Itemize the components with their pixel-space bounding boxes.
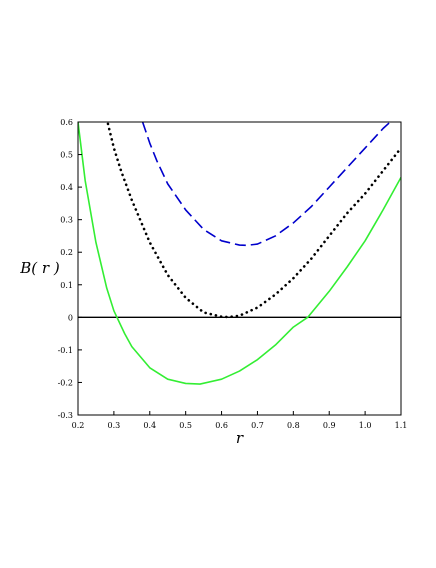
plot-frame <box>77 121 402 416</box>
y-tick-label: -0.1 <box>58 346 73 355</box>
y-tick-label: 0.4 <box>60 183 73 192</box>
y-tick-label: 0.1 <box>60 281 73 290</box>
axes-layer: 0.2 0.3 0.4 0.5 0.6 0.7 0.8 0.9 1.0 1.1 -0.3 -0.2 -0… <box>58 118 408 430</box>
x-tick-label: 0.5 <box>179 421 192 430</box>
y-axis-title: B( r ) <box>19 259 60 277</box>
series-line-dotted <box>106 122 401 319</box>
y-tick-label: 0.3 <box>60 216 73 225</box>
y-tick-label: -0.3 <box>58 411 73 420</box>
series-line-solid <box>78 122 401 385</box>
x-tick-label: 0.2 <box>72 421 85 430</box>
x-tick-label: 0.8 <box>287 421 300 430</box>
plot-background <box>78 122 401 415</box>
y-tick-label: 0.5 <box>60 151 73 160</box>
x-tick-label: 0.7 <box>251 421 264 430</box>
x-tick-label: 1.1 <box>395 421 408 430</box>
x-tick-label: 1.0 <box>359 421 372 430</box>
y-tick-label: -0.2 <box>58 378 73 387</box>
y-tick-label: 0.2 <box>60 248 73 257</box>
series-line-dashed <box>141 122 392 247</box>
y-tick-label: 0 <box>68 313 73 322</box>
x-tick-label: 0.6 <box>215 421 228 430</box>
x-tick-label: 0.3 <box>108 421 121 430</box>
x-tick-label: 0.4 <box>143 421 156 430</box>
y-tick-label: 0.6 <box>60 118 73 127</box>
plot-area <box>78 122 401 415</box>
series-layer <box>78 122 401 385</box>
x-axis-title: r <box>236 429 244 447</box>
x-tick-label: 0.9 <box>323 421 336 430</box>
